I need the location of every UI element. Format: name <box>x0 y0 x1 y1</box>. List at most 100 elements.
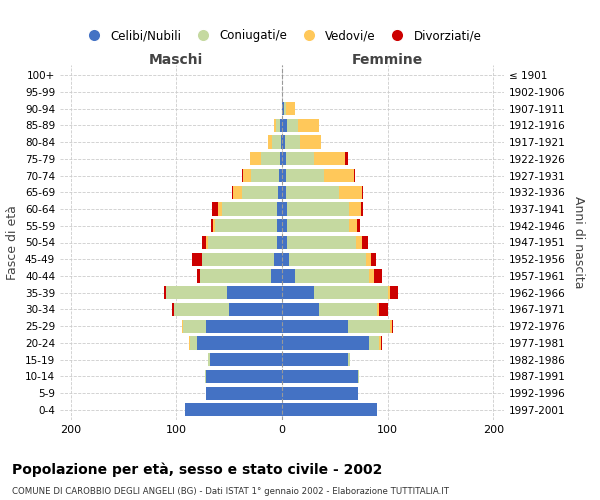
Bar <box>379 336 382 349</box>
Bar <box>284 102 286 115</box>
Bar <box>282 202 287 215</box>
Bar <box>282 270 295 282</box>
Bar <box>215 219 277 232</box>
Text: Maschi: Maschi <box>149 52 203 66</box>
Bar <box>282 320 347 333</box>
Bar <box>282 102 284 115</box>
Bar <box>349 202 361 215</box>
Bar <box>202 236 206 249</box>
Bar <box>172 303 174 316</box>
Bar <box>282 236 287 249</box>
Bar <box>287 202 349 215</box>
Bar <box>200 270 271 282</box>
Bar <box>368 270 374 282</box>
Bar <box>287 119 298 132</box>
Bar <box>354 169 355 182</box>
Bar <box>212 202 218 215</box>
Bar <box>277 219 282 232</box>
Bar <box>202 252 274 266</box>
Bar <box>365 252 371 266</box>
Text: COMUNE DI CAROBBIO DEGLI ANGELI (BG) - Dati ISTAT 1° gennaio 2002 - Elaborazione: COMUNE DI CAROBBIO DEGLI ANGELI (BG) - D… <box>12 488 449 496</box>
Bar <box>346 152 347 166</box>
Bar <box>358 370 359 383</box>
Y-axis label: Fasce di età: Fasce di età <box>7 205 19 280</box>
Bar <box>205 370 206 383</box>
Bar <box>261 152 280 166</box>
Bar <box>295 270 368 282</box>
Bar <box>374 270 382 282</box>
Bar <box>286 186 339 199</box>
Bar <box>390 320 392 333</box>
Bar <box>392 320 393 333</box>
Bar <box>282 219 287 232</box>
Bar <box>174 303 229 316</box>
Bar <box>208 236 277 249</box>
Bar <box>243 169 251 182</box>
Bar <box>274 119 275 132</box>
Bar <box>211 219 213 232</box>
Bar <box>339 186 362 199</box>
Bar <box>286 102 295 115</box>
Bar <box>368 336 379 349</box>
Bar <box>282 152 286 166</box>
Bar <box>242 186 278 199</box>
Bar <box>377 303 379 316</box>
Bar <box>206 236 208 249</box>
Bar <box>280 152 282 166</box>
Bar <box>182 320 206 333</box>
Bar <box>282 119 287 132</box>
Bar <box>229 303 282 316</box>
Bar <box>218 202 222 215</box>
Bar <box>185 404 282 416</box>
Bar <box>282 136 285 148</box>
Bar <box>282 336 368 349</box>
Bar <box>281 136 282 148</box>
Bar <box>349 219 357 232</box>
Text: Popolazione per età, sesso e stato civile - 2002: Popolazione per età, sesso e stato civil… <box>12 462 382 477</box>
Bar <box>222 202 277 215</box>
Bar <box>279 169 282 182</box>
Bar <box>197 336 282 349</box>
Bar <box>289 252 365 266</box>
Bar <box>282 286 314 300</box>
Bar <box>362 236 368 249</box>
Bar <box>190 336 197 349</box>
Bar <box>282 404 377 416</box>
Bar <box>272 136 281 148</box>
Bar <box>277 236 282 249</box>
Bar <box>286 152 314 166</box>
Bar <box>197 270 200 282</box>
Bar <box>242 169 243 182</box>
Legend: Celibi/Nubili, Coniugati/e, Vedovi/e, Divorziati/e: Celibi/Nubili, Coniugati/e, Vedovi/e, Di… <box>78 25 486 47</box>
Bar <box>286 169 324 182</box>
Bar <box>314 152 346 166</box>
Bar <box>275 119 280 132</box>
Bar <box>271 270 282 282</box>
Bar <box>189 336 190 349</box>
Bar <box>390 286 398 300</box>
Bar <box>356 236 362 249</box>
Bar <box>282 353 347 366</box>
Bar <box>282 252 289 266</box>
Bar <box>280 119 282 132</box>
Bar <box>274 252 282 266</box>
Bar <box>232 186 233 199</box>
Bar <box>300 136 321 148</box>
Bar <box>282 370 358 383</box>
Text: Femmine: Femmine <box>352 52 424 66</box>
Bar <box>227 286 282 300</box>
Bar <box>357 219 360 232</box>
Bar <box>371 252 376 266</box>
Bar <box>282 303 319 316</box>
Bar <box>250 152 261 166</box>
Bar <box>298 119 319 132</box>
Bar <box>233 186 242 199</box>
Bar <box>282 186 286 199</box>
Bar <box>347 320 390 333</box>
Bar <box>324 169 354 182</box>
Bar <box>213 219 215 232</box>
Bar <box>166 286 227 300</box>
Bar <box>282 386 358 400</box>
Bar <box>208 353 210 366</box>
Y-axis label: Anni di nascita: Anni di nascita <box>572 196 585 289</box>
